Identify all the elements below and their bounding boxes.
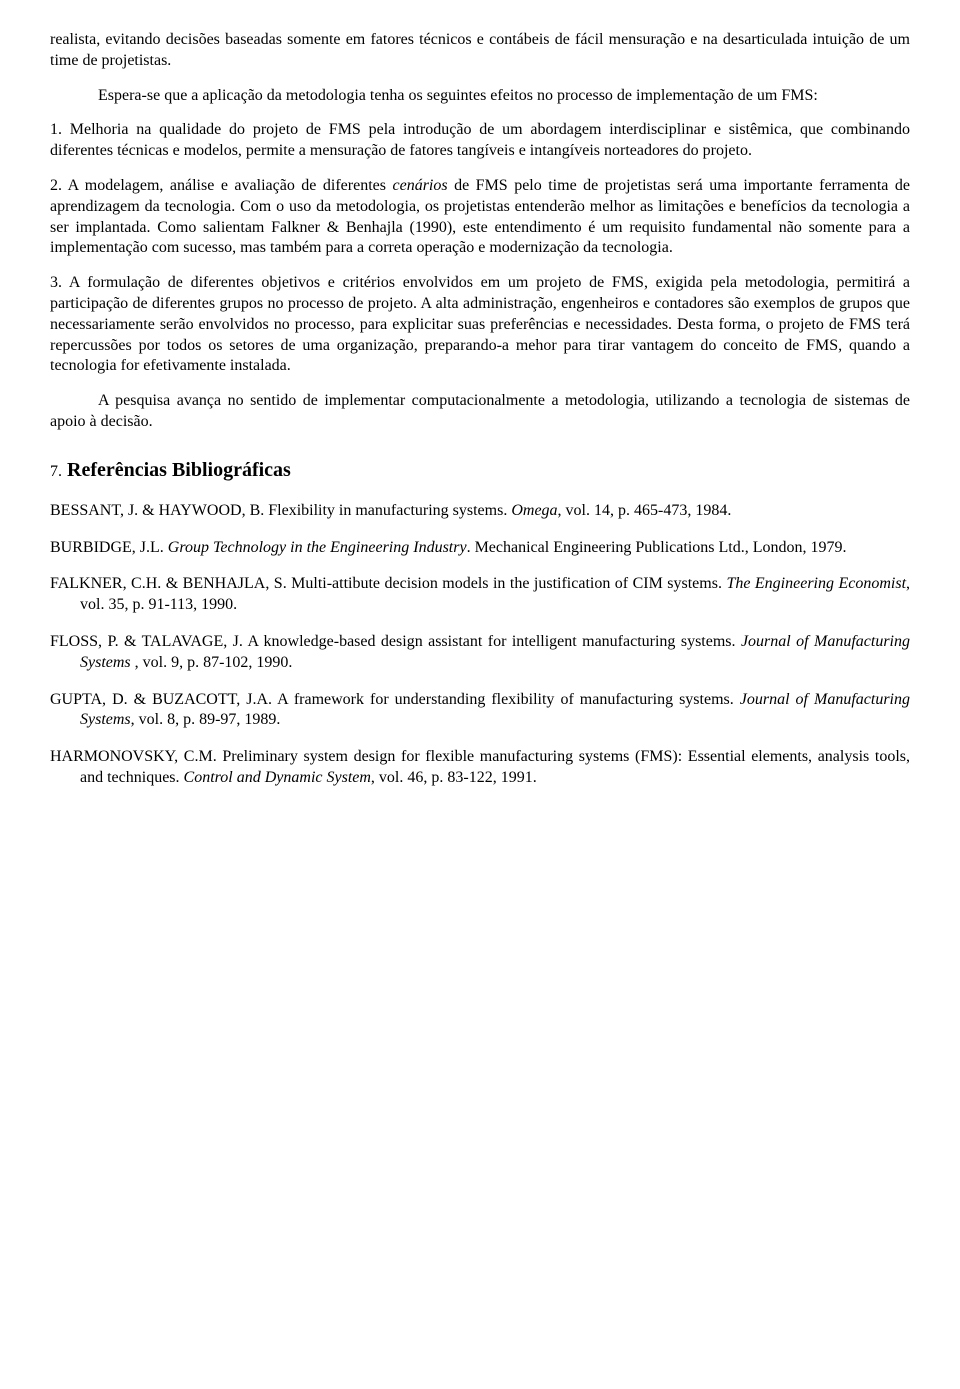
list-item: 3. A formulação de diferentes objetivos … [50, 273, 910, 377]
ref-text: GUPTA, D. & BUZACOTT, J.A. A framework f… [50, 691, 740, 708]
ref-text: , vol. 14, p. 465-473, 1984. [558, 502, 732, 519]
reference-entry: HARMONOVSKY, C.M. Preliminary system des… [50, 747, 910, 789]
body-paragraph: A pesquisa avança no sentido de implemen… [50, 391, 910, 433]
reference-entry: FALKNER, C.H. & BENHAJLA, S. Multi-attib… [50, 574, 910, 616]
reference-entry: BURBIDGE, J.L. Group Technology in the E… [50, 538, 910, 559]
heading-title: Referências Bibliográficas [67, 459, 291, 481]
ref-text: , vol. 8, p. 89-97, 1989. [131, 711, 281, 728]
ref-text: . Mechanical Engineering Publications Lt… [467, 539, 847, 556]
ref-italic: Omega [511, 502, 557, 519]
body-paragraph: realista, evitando decisões baseadas som… [50, 30, 910, 72]
reference-entry: GUPTA, D. & BUZACOTT, J.A. A framework f… [50, 690, 910, 732]
emphasis: cenários [392, 177, 447, 194]
ref-italic: The Engineering Economist [726, 575, 906, 592]
list-item: 2. A modelagem, análise e avaliação de d… [50, 176, 910, 259]
ref-text: , vol. 46, p. 83-122, 1991. [371, 769, 537, 786]
list-item: 1. Melhoria na qualidade do projeto de F… [50, 120, 910, 162]
ref-text: , vol. 9, p. 87-102, 1990. [131, 654, 293, 671]
reference-entry: BESSANT, J. & HAYWOOD, B. Flexibility in… [50, 501, 910, 522]
ref-text: BESSANT, J. & HAYWOOD, B. Flexibility in… [50, 502, 511, 519]
list-item-text: 2. A modelagem, análise e avaliação de d… [50, 177, 392, 194]
ref-italic: Control and Dynamic System [184, 769, 371, 786]
ref-text: FLOSS, P. & TALAVAGE, J. A knowledge-bas… [50, 633, 741, 650]
body-paragraph: Espera-se que a aplicação da metodologia… [50, 86, 910, 107]
section-heading: 7. Referências Bibliográficas [50, 457, 910, 483]
ref-text: FALKNER, C.H. & BENHAJLA, S. Multi-attib… [50, 575, 726, 592]
reference-entry: FLOSS, P. & TALAVAGE, J. A knowledge-bas… [50, 632, 910, 674]
heading-number: 7. [50, 463, 62, 480]
ref-italic: Group Technology in the Engineering Indu… [168, 539, 467, 556]
ref-text: BURBIDGE, J.L. [50, 539, 168, 556]
